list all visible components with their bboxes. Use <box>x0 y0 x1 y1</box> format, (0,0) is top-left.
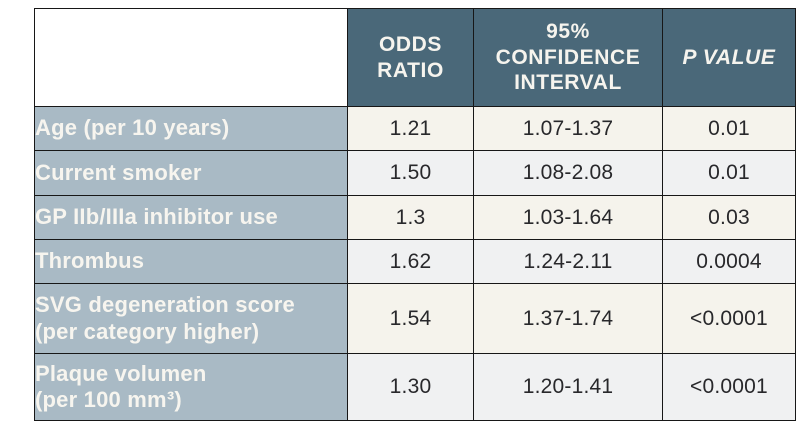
table-row-svg-degeneration: SVG degeneration score (per category hig… <box>34 283 796 354</box>
table-row-current-smoker: Current smoker 1.50 1.08-2.08 0.01 <box>34 150 796 196</box>
p-value-cell: 0.01 <box>662 106 796 151</box>
row-label-text: Plaque volumen <box>35 360 207 386</box>
table-row-age: Age (per 10 years) 1.21 1.07-1.37 0.01 <box>34 106 796 151</box>
ci-cell: 1.20-1.41 <box>473 353 663 421</box>
empty-corner-cell <box>34 8 348 107</box>
ci-cell: 1.07-1.37 <box>473 106 663 151</box>
odds-ratio-cell: 1.54 <box>347 283 474 354</box>
header-p-value: P VALUE <box>662 8 796 107</box>
row-label: GP IIb/IIIa inhibitor use <box>34 195 348 240</box>
table-row-plaque-volume: Plaque volumen (per 100 mm³) 1.30 1.20-1… <box>34 353 796 421</box>
p-value-cell: <0.0001 <box>662 353 796 421</box>
ci-cell: 1.03-1.64 <box>473 195 663 240</box>
row-label: Current smoker <box>34 150 348 196</box>
header-ci-line1: 95% <box>546 20 590 44</box>
row-label-text: Thrombus <box>35 248 145 274</box>
header-odds-ratio: ODDS RATIO <box>347 8 474 107</box>
header-row: ODDS RATIO 95% CONFIDENCE INTERVAL P VAL… <box>34 8 796 107</box>
p-value-cell: 0.01 <box>662 150 796 196</box>
odds-ratio-results-table: ODDS RATIO 95% CONFIDENCE INTERVAL P VAL… <box>34 8 796 421</box>
header-odds-ratio-line2: RATIO <box>377 58 444 82</box>
header-ci-line2: CONFIDENCE <box>495 45 641 69</box>
results-table-container: ODDS RATIO 95% CONFIDENCE INTERVAL P VAL… <box>34 8 796 421</box>
ci-cell: 1.08-2.08 <box>473 150 663 196</box>
row-label: Age (per 10 years) <box>34 106 348 151</box>
odds-ratio-cell: 1.50 <box>347 150 474 196</box>
row-label: Thrombus <box>34 239 348 284</box>
row-label-text-line2: (per category higher) <box>35 318 260 344</box>
ci-cell: 1.24-2.11 <box>473 239 663 284</box>
row-label-text: Current smoker <box>35 159 202 185</box>
row-label: SVG degeneration score (per category hig… <box>34 283 348 354</box>
odds-ratio-cell: 1.62 <box>347 239 474 284</box>
odds-ratio-cell: 1.30 <box>347 353 474 421</box>
header-p-value-line1: P VALUE <box>682 45 776 69</box>
ci-cell: 1.37-1.74 <box>473 283 663 354</box>
header-odds-ratio-line1: ODDS <box>378 32 443 56</box>
row-label-text-line2: (per 100 mm³) <box>35 387 182 412</box>
odds-ratio-cell: 1.3 <box>347 195 474 240</box>
header-confidence-interval: 95% CONFIDENCE INTERVAL <box>473 8 663 107</box>
p-value-cell: 0.03 <box>662 195 796 240</box>
table-row-thrombus: Thrombus 1.62 1.24-2.11 0.0004 <box>34 239 796 284</box>
odds-ratio-cell: 1.21 <box>347 106 474 151</box>
row-label-text: GP IIb/IIIa inhibitor use <box>35 204 278 230</box>
table-row-gp-inhibitor: GP IIb/IIIa inhibitor use 1.3 1.03-1.64 … <box>34 195 796 240</box>
row-label: Plaque volumen (per 100 mm³) <box>34 353 348 421</box>
header-ci-line3: INTERVAL <box>514 71 622 95</box>
row-label-text: SVG degeneration score <box>35 292 295 318</box>
row-label-text: Age (per 10 years) <box>35 115 230 141</box>
p-value-cell: <0.0001 <box>662 283 796 354</box>
p-value-cell: 0.0004 <box>662 239 796 284</box>
